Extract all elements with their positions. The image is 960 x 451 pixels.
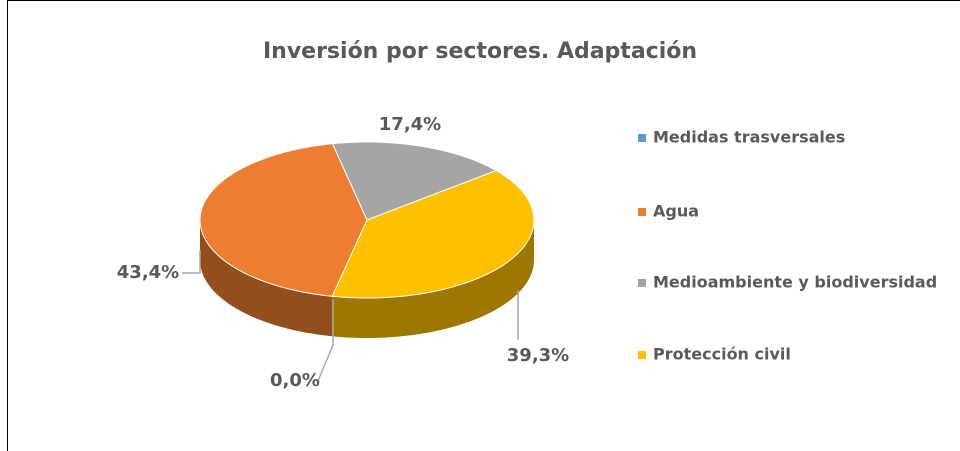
data-label: 17,4% (379, 114, 441, 135)
data-label: 39,3% (507, 345, 569, 366)
pie-slice (199, 143, 368, 297)
pie-side (332, 220, 534, 338)
pie-side (200, 220, 333, 337)
legend-swatch (638, 208, 646, 216)
pie-slice (331, 141, 498, 221)
leader-line (182, 250, 201, 274)
leader-line (317, 300, 334, 382)
legend-swatch (638, 351, 646, 359)
data-label: 43,4% (117, 262, 179, 283)
legend-label: Agua (653, 202, 699, 221)
data-label: 0,0% (270, 370, 320, 391)
legend-swatch (638, 279, 646, 287)
legend-label: Medidas trasversales (653, 128, 845, 147)
pie-slice (331, 170, 535, 299)
legend-label: Protección civil (653, 345, 791, 364)
legend-label: Medioambiente y biodiversidad (653, 273, 937, 292)
legend-swatch (638, 134, 646, 142)
chart-title: Inversión por sectores. Adaptación (263, 39, 697, 64)
